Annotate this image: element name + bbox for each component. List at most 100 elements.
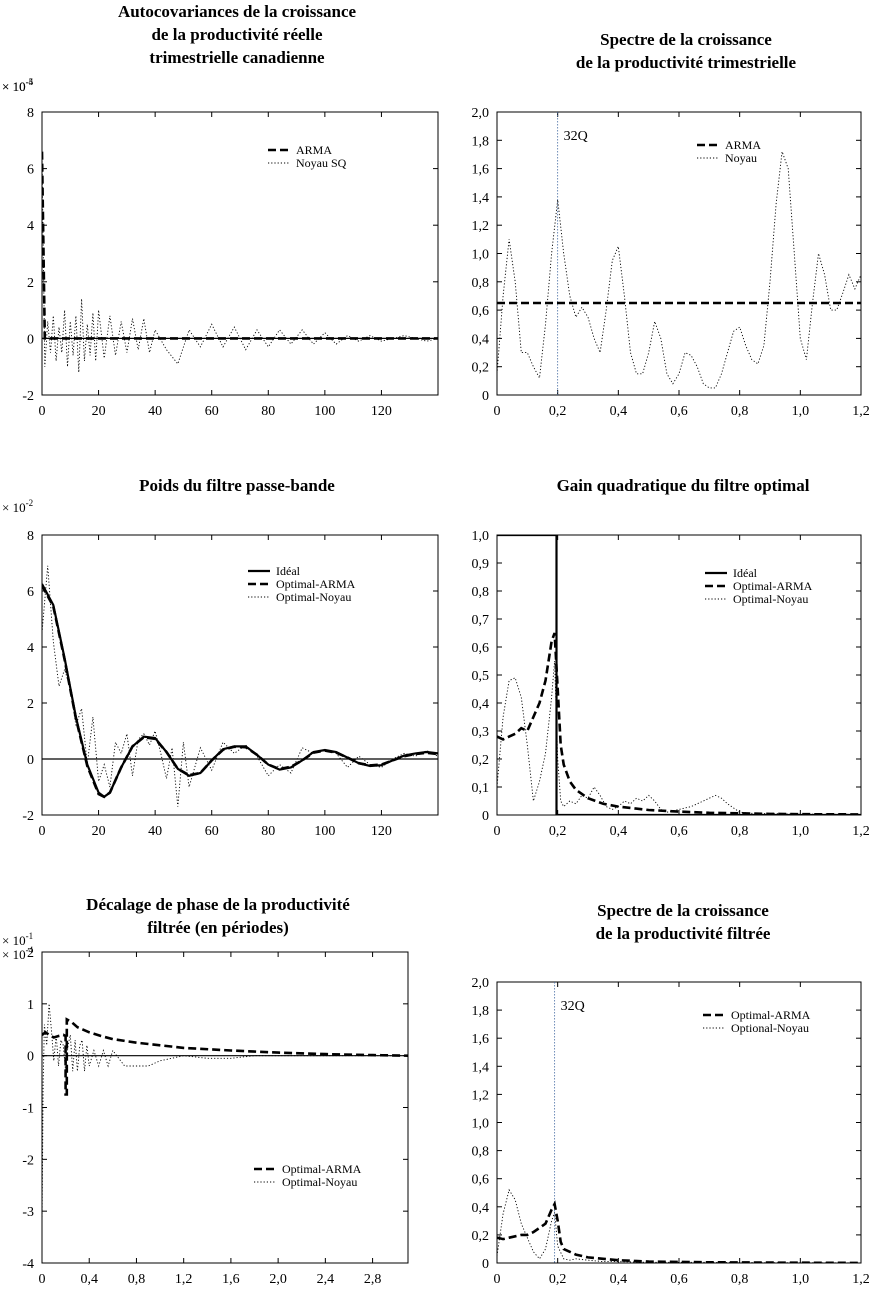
y-tick-label: 0 [27, 332, 34, 347]
plot-frame [496, 111, 862, 396]
y-tick-label: 0,9 [472, 557, 490, 572]
x-tick-label: 0 [494, 404, 501, 419]
y-tick-label: 0,3 [472, 725, 490, 740]
y-tick-label: 0,8 [472, 585, 490, 600]
y-tick-label: 1,6 [472, 163, 490, 178]
y-tick-label: 6 [27, 163, 34, 178]
marker-label: 32Q [564, 129, 588, 144]
x-tick-label: 120 [371, 824, 392, 839]
x-tick-label: 0,8 [731, 824, 749, 839]
y-tick-label: 1,6 [472, 1032, 490, 1047]
axis-multiplier: × 10-4 [2, 77, 34, 94]
x-tick-label: 1,0 [792, 404, 810, 419]
x-tick-label: 0,6 [670, 1272, 688, 1287]
x-tick-label: 0,4 [610, 1272, 628, 1287]
y-tick-label: 1,8 [472, 134, 490, 149]
x-tick-label: 40 [148, 824, 162, 839]
legend-label: Optimal-Noyau [733, 592, 808, 606]
chart-title: Décalage de phase de la productivité [86, 895, 350, 914]
axis-multiplier: × 10-4 [2, 945, 34, 962]
x-tick-label: 0,8 [731, 1272, 749, 1287]
x-tick-label: 20 [92, 404, 106, 419]
series-line [497, 535, 861, 815]
x-tick-label: 0,6 [670, 824, 688, 839]
y-tick-label: 0,8 [472, 1145, 490, 1160]
y-tick-label: 1,4 [472, 191, 490, 206]
y-tick-label: 8 [27, 529, 34, 544]
y-tick-label: 0,4 [472, 332, 490, 347]
series-line [497, 151, 861, 389]
series-line [497, 660, 861, 815]
x-tick-label: 0 [39, 1272, 46, 1287]
legend-label: Optimal-Noyau [276, 590, 351, 604]
x-tick-label: 80 [261, 404, 275, 419]
y-tick-label: 0,2 [472, 753, 490, 768]
axis-multiplier: × 10-1 [2, 931, 33, 948]
x-tick-label: 120 [371, 404, 392, 419]
x-tick-label: 1,2 [852, 1272, 870, 1287]
x-tick-label: 0 [494, 1272, 501, 1287]
y-tick-label: -4 [22, 1257, 34, 1272]
x-tick-label: 20 [92, 824, 106, 839]
plot-frame [41, 534, 439, 816]
axis-multiplier: × 10-2 [2, 498, 33, 515]
x-tick-label: 1,0 [792, 1272, 810, 1287]
x-tick-label: 0,4 [610, 824, 628, 839]
chart-panel-2: Spectre de la croissance de la productivi… [2, 30, 870, 419]
x-tick-label: 1,0 [792, 824, 810, 839]
x-tick-label: 1,6 [222, 1272, 240, 1287]
plot-frame [496, 534, 862, 816]
x-tick-label: 0,8 [731, 404, 749, 419]
y-tick-label: 0,2 [472, 361, 490, 376]
x-tick-label: 1,2 [852, 404, 870, 419]
chart-panel-5: Décalage de phase de la productivité filt… [2, 895, 409, 1287]
y-tick-label: 0,4 [472, 1201, 490, 1216]
y-tick-label: 0,2 [472, 1229, 490, 1244]
plot-frame [41, 951, 409, 1264]
legend-label: Optional-Noyau [731, 1021, 809, 1035]
x-tick-label: 0,2 [549, 404, 567, 419]
x-tick-label: 0 [39, 404, 46, 419]
chart-title: Spectre de la croissance [600, 30, 772, 49]
y-tick-label: -2 [22, 389, 34, 404]
chart-title: de la productivité filtrée [596, 924, 771, 943]
y-tick-label: 2 [27, 946, 34, 961]
series-line [497, 1200, 861, 1263]
chart-title: Autocovariances de la croissance [118, 2, 357, 21]
y-tick-label: 2 [27, 276, 34, 291]
y-tick-label: -2 [22, 1153, 34, 1168]
x-tick-label: 0,2 [549, 824, 567, 839]
legend-label: Optimal-ARMA [731, 1008, 811, 1022]
chart-title: trimestrielle canadienne [149, 48, 325, 67]
legend-label: Optimal-Noyau [282, 1175, 357, 1189]
x-tick-label: 100 [314, 404, 335, 419]
legend-label: Idéal [276, 564, 301, 578]
y-tick-label: 0 [27, 1050, 34, 1065]
legend-label: Optimal-ARMA [733, 579, 813, 593]
chart-title: de la productivité réelle [151, 25, 323, 44]
y-tick-label: 1,0 [472, 1117, 490, 1132]
x-tick-label: 0 [494, 824, 501, 839]
y-tick-label: 1,0 [472, 248, 490, 263]
axis-multiplier: × 10-5 [2, 77, 34, 94]
x-tick-label: 2,8 [364, 1272, 382, 1287]
y-tick-label: 0,6 [472, 1173, 490, 1188]
legend-label: ARMA [296, 143, 332, 157]
series-line [42, 151, 438, 340]
chart-title: Spectre de la croissance [597, 901, 769, 920]
y-tick-label: -3 [22, 1205, 34, 1220]
series-line [42, 565, 438, 807]
y-tick-label: 6 [27, 585, 34, 600]
y-tick-label: 0,7 [472, 613, 490, 628]
series-line [497, 1188, 861, 1263]
chart-panel-6: Spectre de la croissance de la productivi… [2, 901, 870, 1287]
x-tick-label: 0 [39, 824, 46, 839]
plot-frame [41, 111, 439, 396]
series-line [42, 583, 438, 799]
y-tick-label: 8 [27, 106, 34, 121]
x-tick-label: 80 [261, 824, 275, 839]
y-tick-label: 1,8 [472, 1004, 490, 1019]
chart-panel-4: Gain quadratique du filtre optimal 0 0,1 0,… [472, 476, 870, 839]
y-tick-label: 0,8 [472, 276, 490, 291]
